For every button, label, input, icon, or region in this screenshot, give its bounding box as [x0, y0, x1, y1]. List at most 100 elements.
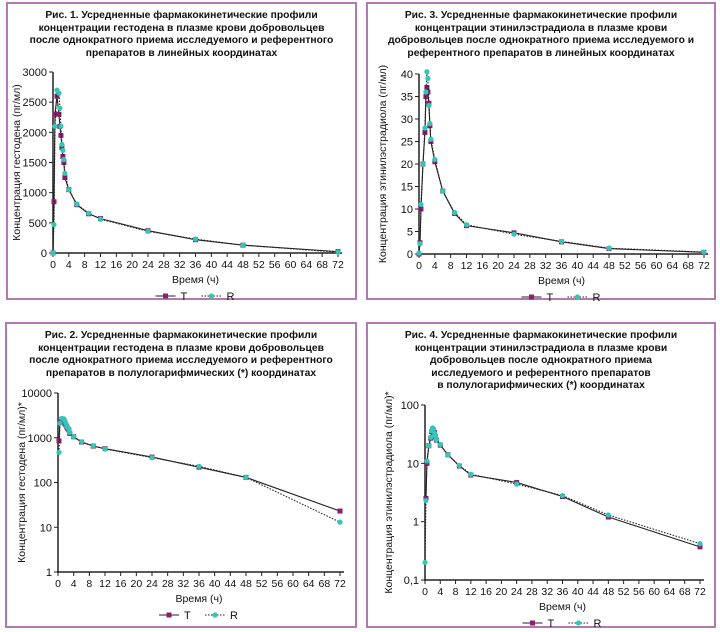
x-axis-label: Время (ч) — [172, 274, 219, 286]
x-tick-label: 52 — [256, 578, 268, 590]
data-point-R — [445, 452, 451, 458]
x-tick-label: 12 — [95, 259, 107, 271]
x-tick-label: 36 — [556, 260, 568, 272]
data-point-T — [697, 544, 703, 550]
legend-label-T: T — [181, 291, 188, 302]
x-tick-label: 24 — [511, 586, 523, 598]
data-point-T — [337, 508, 343, 514]
data-point-T — [424, 85, 430, 90]
x-tick-label: 16 — [115, 578, 127, 590]
y-tick-label: 25 — [401, 137, 413, 149]
title-line: Рис. 2. Усредненные фармакокинетические … — [44, 330, 318, 341]
data-point-R — [66, 187, 72, 193]
data-point-R — [59, 141, 65, 147]
x-tick-label: 68 — [679, 586, 691, 598]
y-tick-label: 1000 — [23, 188, 47, 200]
data-point-R — [606, 245, 612, 251]
x-tick-label: 72 — [698, 260, 710, 272]
x-tick-label: 44 — [224, 578, 236, 590]
legend-marker-R — [208, 293, 215, 299]
title-line: концентрации гестодена в плазме крови до… — [38, 22, 325, 34]
y-tick-label: 30 — [401, 114, 413, 126]
data-point-R — [427, 120, 433, 127]
x-tick-label: 4 — [66, 259, 72, 271]
x-tick-label: 28 — [158, 259, 170, 271]
data-point-R — [78, 439, 85, 445]
x-axis-label: Время (ч) — [176, 593, 223, 605]
data-point-R — [417, 241, 423, 247]
x-tick-label: 4 — [432, 260, 438, 272]
x-tick-label: 24 — [508, 260, 520, 272]
series-line-R — [52, 88, 339, 254]
x-tick-label: 4 — [71, 578, 77, 590]
title-line: Рис. 3. Усредненные фармакокинетические … — [404, 10, 678, 21]
x-tick-label: 4 — [437, 586, 443, 598]
x-tick-label: 44 — [221, 259, 233, 271]
title-line: после однократного приема исследуемого и… — [29, 355, 333, 367]
data-point-R — [423, 497, 429, 504]
data-point-T — [56, 438, 62, 444]
x-axis-label: Время (ч) — [539, 601, 586, 613]
x-tick-label: 64 — [666, 260, 678, 272]
x-tick-label: 52 — [618, 586, 630, 598]
x-tick-label: 64 — [300, 259, 312, 271]
x-tick-label: 40 — [205, 259, 217, 271]
data-point-R — [102, 446, 108, 452]
data-point-R — [424, 458, 430, 464]
legend-marker-T — [529, 294, 534, 300]
x-tick-label: 48 — [240, 578, 252, 590]
x-tick-label: 60 — [651, 260, 663, 272]
legend-marker-R — [212, 612, 218, 618]
data-point-R — [62, 170, 68, 176]
x-tick-label: 16 — [480, 586, 492, 598]
data-point-R — [424, 69, 430, 75]
x-tick-label: 0 — [55, 578, 61, 590]
x-tick-label: 56 — [635, 260, 647, 272]
y-tick-label: 1 — [46, 567, 52, 579]
y-tick-label: 1 — [413, 517, 419, 529]
x-tick-label: 52 — [619, 260, 631, 272]
x-tick-label: 8 — [82, 259, 88, 271]
x-tick-label: 16 — [110, 259, 122, 271]
x-tick-label: 36 — [193, 578, 205, 590]
legend-label-T: T — [184, 610, 191, 622]
legend-label-T: T — [547, 292, 554, 302]
data-point-R — [437, 441, 443, 448]
x-tick-label: 0 — [416, 260, 422, 272]
data-point-R — [422, 125, 428, 131]
data-point-T — [61, 160, 67, 165]
x-tick-label: 60 — [287, 578, 299, 590]
y-tick-label: 10 — [401, 204, 413, 216]
data-point-R — [468, 471, 474, 477]
data-point-R — [240, 242, 246, 248]
data-point-R — [196, 463, 202, 469]
data-point-R — [243, 474, 249, 481]
data-point-R — [56, 449, 62, 456]
y-tick-label: 0 — [407, 249, 413, 261]
legend-label-R: R — [230, 610, 238, 622]
figure-title: Рис. 4. Усредненные фармакокинетические … — [368, 330, 714, 393]
y-tick-label: 2000 — [23, 127, 47, 139]
title-line: концентрации этинилэстрадиола в плазме к… — [414, 22, 668, 34]
data-point-T — [58, 132, 64, 138]
y-tick-label: 0,1 — [404, 575, 419, 587]
figure-4-panel: Рис. 4. Усредненные фармакокинетические … — [366, 322, 716, 630]
data-point-R — [558, 238, 565, 244]
title-line: концентрации гестодена в плазме крови до… — [38, 342, 324, 354]
data-point-T — [62, 175, 68, 181]
data-point-T — [418, 206, 424, 212]
x-tick-label: 20 — [130, 578, 142, 590]
data-point-R — [701, 249, 707, 255]
x-tick-label: 64 — [664, 586, 676, 598]
data-point-T — [60, 153, 66, 159]
data-point-R — [422, 559, 428, 566]
legend-label-R: R — [594, 618, 602, 630]
data-point-R — [428, 434, 434, 440]
data-point-R — [511, 231, 517, 237]
y-tick-label: 5 — [407, 227, 413, 239]
x-tick-label: 8 — [86, 578, 92, 590]
data-point-R — [192, 236, 199, 242]
x-tick-label: 36 — [557, 586, 569, 598]
data-point-R — [440, 188, 446, 194]
